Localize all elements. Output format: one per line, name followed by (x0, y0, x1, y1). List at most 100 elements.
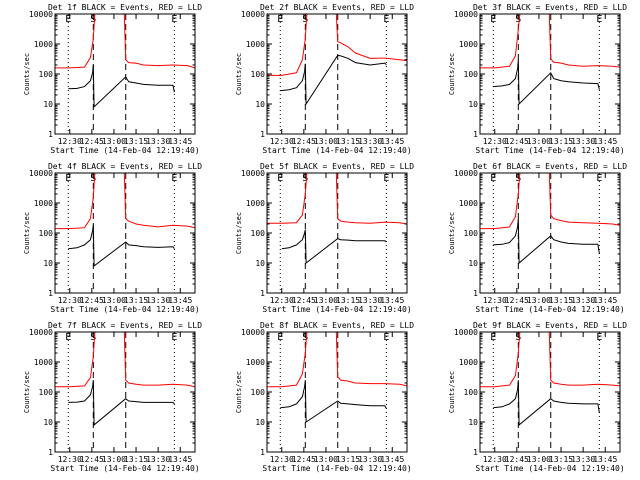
e-marker-label: E (383, 332, 389, 343)
x-tick-label: 13:45 (593, 296, 617, 305)
y-tick-label: 1 (260, 289, 265, 298)
events-series-line (280, 54, 387, 106)
y-tick-label: 1000 (459, 40, 478, 49)
y-tick-label: 100 (39, 388, 54, 397)
x-tick-label: 13:45 (168, 296, 192, 305)
x-axis-label: Start Time (14-Feb-04 12:19:40) (262, 146, 411, 155)
y-tick-label: 100 (464, 229, 479, 238)
x-tick-label: 13:30 (571, 455, 595, 464)
e-marker-label: E (383, 14, 389, 25)
y-axis-label: Counts/sec (235, 371, 243, 413)
lld-series-line (55, 173, 195, 230)
x-tick-label: 13:30 (358, 137, 382, 146)
y-tick-label: 1000 (246, 199, 265, 208)
y-tick-label: 1000 (34, 358, 53, 367)
y-tick-label: 1000 (34, 199, 53, 208)
detector-panel: Det 6f BLACK = Events, RED = LLD E E S 1 10 10… (448, 162, 627, 314)
chart-title: Det 6f BLACK = Events, RED = LLD (473, 162, 627, 171)
s-marker-label: S (90, 173, 96, 184)
y-tick-label: 1 (48, 130, 53, 139)
y-axis-label: Counts/sec (448, 371, 456, 413)
y-tick-label: 1 (260, 448, 265, 457)
y-tick-label: 10000 (241, 328, 265, 337)
y-tick-label: 1 (48, 448, 53, 457)
y-tick-label: 1 (473, 448, 478, 457)
s-marker-label: S (515, 173, 521, 184)
x-tick-label: 13:30 (358, 296, 382, 305)
x-tick-label: 13:00 (314, 455, 338, 464)
y-tick-label: 100 (464, 388, 479, 397)
x-axis-label: Start Time (14-Feb-04 12:19:40) (475, 464, 624, 473)
y-tick-label: 100 (39, 70, 54, 79)
x-tick-label: 12:30 (483, 455, 507, 464)
e-marker-label: E (277, 14, 283, 25)
x-tick-label: 13:15 (549, 137, 573, 146)
e-marker-label: E (383, 173, 389, 184)
y-tick-label: 10000 (29, 328, 53, 337)
x-tick-label: 12:30 (483, 137, 507, 146)
y-tick-label: 1000 (246, 358, 265, 367)
x-tick-label: 13:00 (314, 296, 338, 305)
x-tick-label: 13:00 (314, 137, 338, 146)
s-marker-label: S (302, 173, 308, 184)
events-series-line (68, 225, 175, 267)
events-series-line (493, 380, 600, 426)
x-tick-label: 12:45 (292, 455, 316, 464)
e-marker-label: E (171, 332, 177, 343)
y-tick-label: 10000 (29, 10, 53, 19)
x-tick-label: 12:30 (270, 455, 294, 464)
x-tick-label: 13:15 (336, 296, 360, 305)
y-tick-label: 100 (251, 388, 266, 397)
x-tick-label: 12:30 (270, 296, 294, 305)
x-axis-label: Start Time (14-Feb-04 12:19:40) (50, 464, 199, 473)
y-axis-label: Counts/sec (23, 371, 31, 413)
y-tick-label: 10 (468, 418, 478, 427)
y-tick-label: 1 (260, 130, 265, 139)
x-tick-label: 12:30 (270, 137, 294, 146)
chart-title: Det 9f BLACK = Events, RED = LLD (473, 321, 627, 330)
x-tick-label: 13:45 (593, 137, 617, 146)
y-tick-label: 10 (468, 259, 478, 268)
x-axis-label: Start Time (14-Feb-04 12:19:40) (475, 305, 624, 314)
y-axis-label: Counts/sec (23, 53, 31, 95)
detector-panel: Det 9f BLACK = Events, RED = LLD E E S 1 10 10… (448, 321, 627, 473)
y-tick-label: 100 (251, 229, 266, 238)
y-tick-label: 1 (48, 289, 53, 298)
x-tick-label: 13:30 (146, 296, 170, 305)
y-tick-label: 1000 (459, 199, 478, 208)
x-tick-label: 13:45 (380, 137, 404, 146)
e-marker-label: E (277, 173, 283, 184)
detector-panel: Det 5f BLACK = Events, RED = LLD E E S 1 10 10… (235, 162, 414, 314)
e-marker-label: E (277, 332, 283, 343)
y-axis-label: Counts/sec (23, 212, 31, 254)
y-tick-label: 10 (43, 100, 53, 109)
y-tick-label: 10000 (454, 328, 478, 337)
s-marker-label: S (515, 14, 521, 25)
x-tick-label: 13:30 (146, 137, 170, 146)
x-tick-label: 12:30 (483, 296, 507, 305)
chart-title: Det 3f BLACK = Events, RED = LLD (473, 3, 627, 12)
lld-series-line (55, 14, 195, 69)
x-tick-label: 12:45 (80, 455, 104, 464)
x-tick-label: 13:45 (168, 455, 192, 464)
e-marker-label: E (596, 173, 602, 184)
y-tick-label: 1000 (34, 40, 53, 49)
s-marker-label: S (90, 332, 96, 343)
y-tick-label: 1 (473, 130, 478, 139)
x-tick-label: 12:45 (80, 296, 104, 305)
x-tick-label: 13:00 (527, 296, 551, 305)
y-tick-label: 10000 (454, 169, 478, 178)
events-series-line (493, 59, 600, 106)
x-axis-label: Start Time (14-Feb-04 12:19:40) (50, 305, 199, 314)
x-tick-label: 13:45 (168, 137, 192, 146)
y-tick-label: 10000 (241, 10, 265, 19)
s-marker-label: S (515, 332, 521, 343)
x-tick-label: 12:30 (58, 137, 82, 146)
chart-title: Det 1f BLACK = Events, RED = LLD (48, 3, 202, 12)
detector-panel: Det 1f BLACK = Events, RED = LLD E E S 1 10 10… (23, 3, 202, 155)
x-tick-label: 13:15 (336, 455, 360, 464)
y-tick-label: 10 (468, 100, 478, 109)
x-axis-label: Start Time (14-Feb-04 12:19:40) (50, 146, 199, 155)
y-tick-label: 1000 (246, 40, 265, 49)
